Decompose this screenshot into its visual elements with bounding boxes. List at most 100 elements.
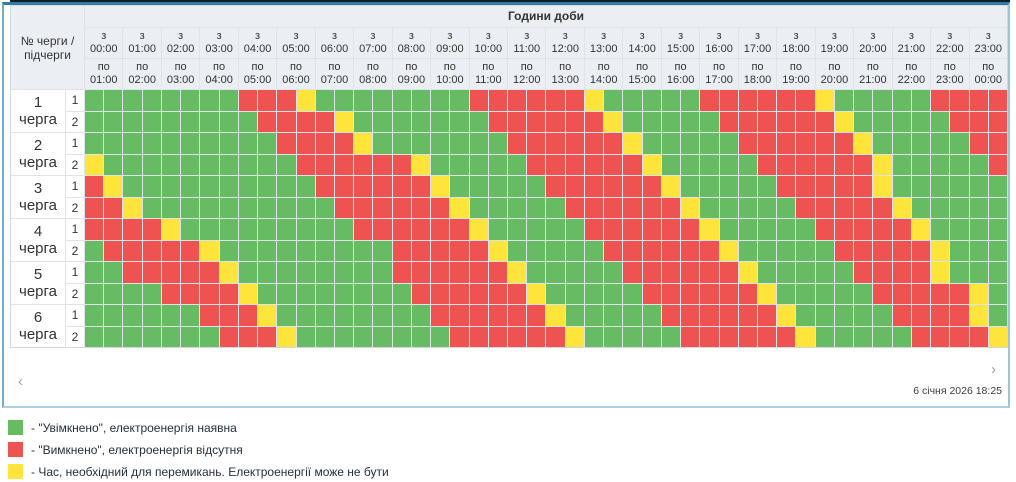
slot-cell	[604, 111, 623, 132]
slot-cell	[123, 326, 142, 347]
legend: - "Увімкнено", електроенергія наявна - "…	[8, 420, 389, 479]
slot-cell	[296, 154, 315, 175]
slot-cell	[738, 154, 758, 175]
slot-cell	[700, 305, 719, 326]
slot-cell	[354, 111, 373, 132]
slot-cell	[796, 154, 815, 175]
slot-cell	[565, 262, 584, 283]
slot-cell	[815, 90, 834, 111]
slot-cell	[854, 262, 873, 283]
slot-cell	[623, 283, 642, 304]
slot-cell	[219, 111, 238, 132]
slot-cell	[700, 219, 719, 240]
slot-cell	[565, 240, 584, 261]
hour-to-cell: по 02:00	[123, 59, 161, 89]
slot-cell	[623, 111, 642, 132]
slot-cell	[834, 197, 854, 218]
slot-cell	[354, 262, 373, 283]
slot-cell	[758, 176, 777, 197]
slot-cell	[546, 326, 565, 347]
slot-cell	[488, 90, 508, 111]
slot-cell	[719, 90, 738, 111]
slot-cell	[508, 262, 527, 283]
slot-cell	[238, 154, 258, 175]
slot-cell	[238, 240, 258, 261]
slot-cell	[161, 305, 181, 326]
hour-to-cell: по 08:00	[354, 59, 392, 89]
slot-cell	[219, 305, 238, 326]
slot-cell	[258, 176, 277, 197]
slot-cell	[950, 219, 969, 240]
slot-cell	[758, 111, 777, 132]
slot-cell	[758, 133, 777, 154]
slot-cell	[258, 219, 277, 240]
slot-cell	[181, 326, 200, 347]
slot-cell	[988, 133, 1007, 154]
slot-cell	[642, 111, 661, 132]
slot-cell	[892, 111, 911, 132]
slot-cell	[700, 154, 719, 175]
slot-cell	[719, 283, 738, 304]
slot-cell	[373, 283, 392, 304]
slot-cell	[527, 283, 546, 304]
hour-to-cell: по 04:00	[200, 59, 238, 89]
hour-from-cell: з 21:00	[892, 28, 931, 58]
slot-cell	[334, 111, 354, 132]
slot-cell	[392, 133, 411, 154]
slot-cell	[758, 326, 777, 347]
slot-cell	[815, 133, 834, 154]
slot-cell	[584, 219, 604, 240]
slot-cell	[431, 305, 450, 326]
slot-cell	[642, 219, 661, 240]
slot-cell	[277, 219, 296, 240]
slot-cell	[142, 111, 161, 132]
slot-cell	[411, 326, 431, 347]
slot-cell	[623, 262, 642, 283]
slot-cell	[411, 154, 431, 175]
slot-cell	[238, 305, 258, 326]
slot-cell	[700, 326, 719, 347]
hour-from-cell: з 18:00	[777, 28, 815, 58]
slot-cell	[142, 197, 161, 218]
hour-to-cell: по 20:00	[815, 59, 854, 89]
next-day-arrow-icon[interactable]: ›	[991, 361, 996, 378]
slot-cell	[431, 90, 450, 111]
slot-cell	[123, 197, 142, 218]
slot-cell	[373, 154, 392, 175]
slot-cell	[469, 283, 488, 304]
slot-cell	[334, 283, 354, 304]
slot-cell	[642, 326, 661, 347]
slot-cell	[969, 219, 988, 240]
prev-day-arrow-icon[interactable]: ‹	[18, 373, 23, 390]
slot-cell	[892, 262, 911, 283]
slot-cell	[546, 176, 565, 197]
slot-cell	[527, 219, 546, 240]
slot-cell	[623, 326, 642, 347]
slot-cell	[142, 219, 161, 240]
slot-cell	[161, 133, 181, 154]
slot-cell	[373, 111, 392, 132]
slot-cell	[431, 197, 450, 218]
slot-cell	[565, 154, 584, 175]
slot-cell	[104, 283, 123, 304]
slot-cell	[931, 219, 950, 240]
slot-cell	[219, 197, 238, 218]
subqueue-label: 2	[66, 283, 84, 304]
slot-cell	[181, 111, 200, 132]
slot-cell	[238, 283, 258, 304]
slot-cell	[161, 176, 181, 197]
slot-cell	[546, 111, 565, 132]
slot-cell	[738, 326, 758, 347]
slot-cell	[296, 197, 315, 218]
slot-cell	[777, 283, 796, 304]
slot-cell	[738, 133, 758, 154]
slot-cell	[700, 176, 719, 197]
hour-to-cell: по 15:00	[623, 59, 661, 89]
slot-cell	[758, 90, 777, 111]
slot-cell	[450, 133, 469, 154]
slot-cell	[777, 133, 796, 154]
slot-cell	[431, 176, 450, 197]
slot-cell	[796, 240, 815, 261]
slot-cell	[546, 240, 565, 261]
slot-cell	[700, 90, 719, 111]
